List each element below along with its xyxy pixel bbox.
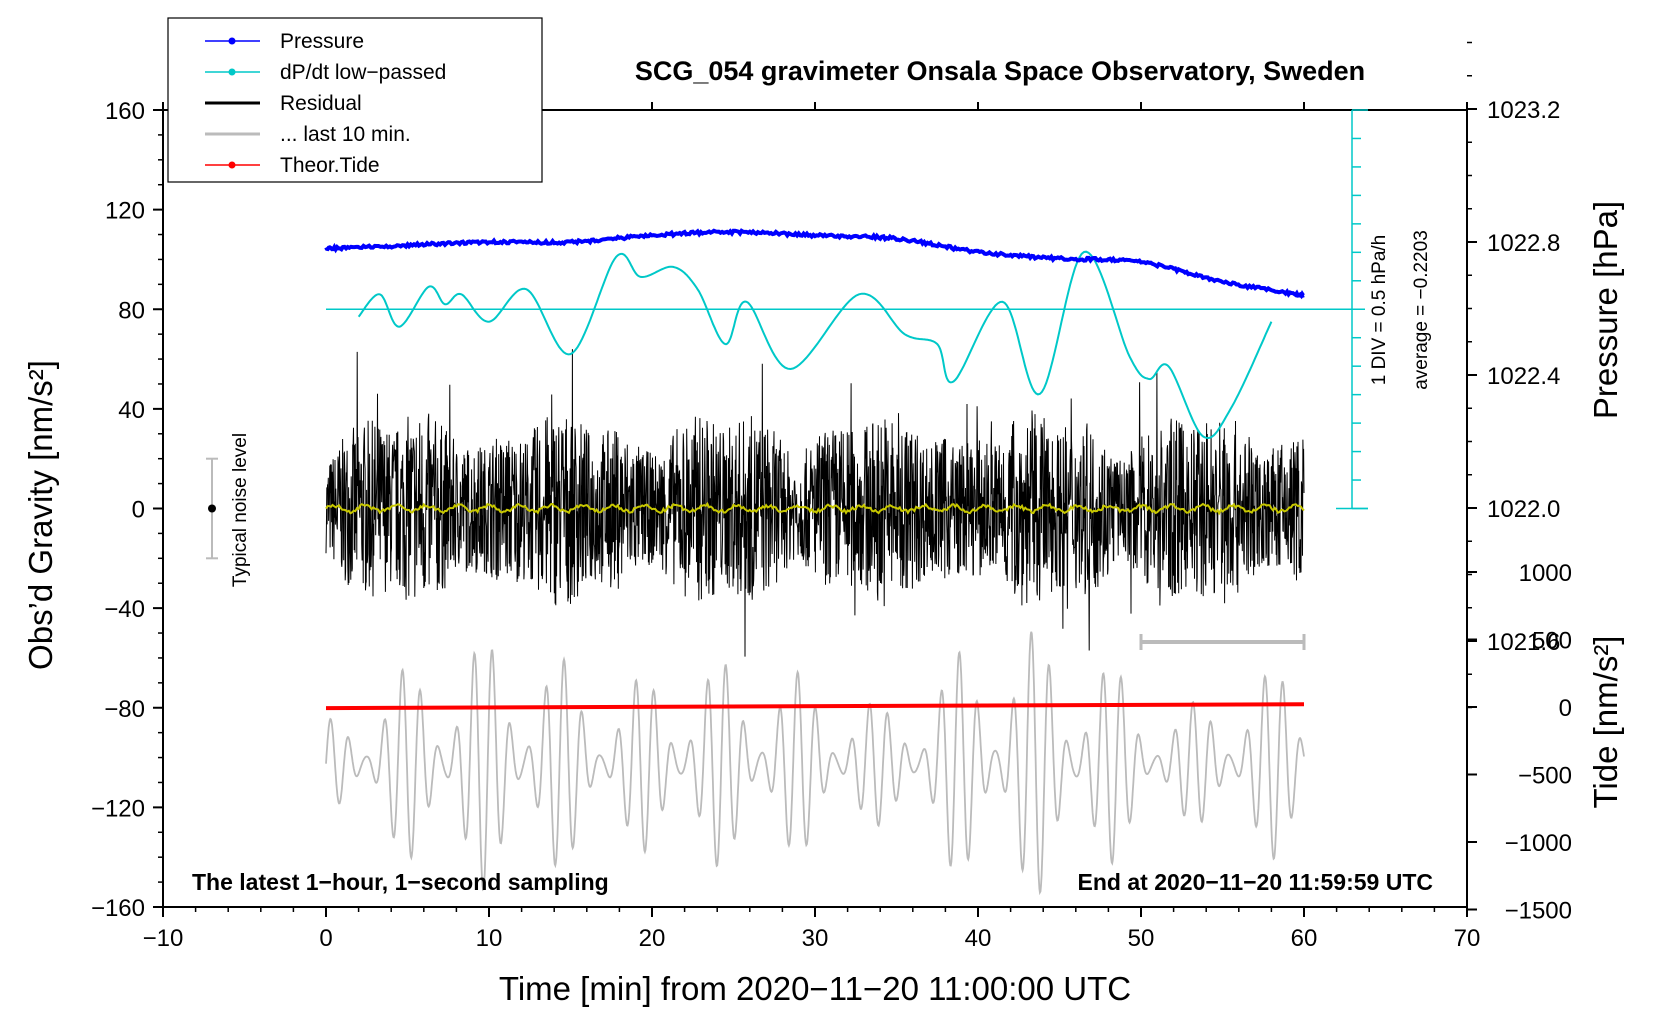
y-tick-label: −120 [91,795,145,822]
series-last-10-min-line [325,631,1305,896]
legend-label: Pressure [280,30,364,53]
legend-box [167,17,543,183]
noise-level-label: Typical noise level [230,433,251,587]
legend-label: ... last 10 min. [280,123,411,146]
y-tick-label: 40 [118,397,145,424]
y-tick-label: −80 [104,696,145,723]
annotation-sampling: The latest 1−hour, 1−second sampling [192,869,609,895]
pressure-tick-label: 1023.2 [1487,97,1560,124]
legend-marker [228,37,236,45]
annotation-end-time: End at 2020−11−20 11:59:59 UTC [1078,869,1433,895]
pressure-tick-label: 1022.8 [1487,230,1560,257]
legend-label: Theor.Tide [280,154,380,177]
noise-level-dot [208,504,216,513]
x-axis-label: Time [min] from 2020−11−20 11:00:00 UTC [499,970,1131,1007]
tide-tick-label: 0 [1559,695,1572,722]
tide-tick-label: 1000 [1519,560,1572,587]
x-tick-label: 40 [965,925,992,952]
pressure-tick-label: 1021.6 [1487,629,1560,656]
legend-label: Residual [280,92,362,115]
y-tick-label: 80 [118,297,145,324]
tide-tick-label: −1000 [1505,830,1572,857]
tide-tick-label: −500 [1518,763,1572,790]
series-dpdt-line [357,250,1273,439]
legend-marker [228,161,236,169]
x-tick-label: 0 [319,925,332,952]
residual-mean-line [325,501,1305,516]
pressure-tick-label: 1022.4 [1487,363,1560,390]
scale-div-label: 1 DIV = 0.5 hPa/h [1369,235,1390,386]
x-tick-label: 10 [476,925,503,952]
y-tick-label: 160 [105,98,145,125]
y-tick-label: 0 [132,497,145,524]
pressure-tick-label: 1022.0 [1487,496,1560,523]
x-tick-label: −10 [143,925,184,952]
series-residual-line [325,349,1305,657]
y-tick-label: 120 [105,198,145,225]
x-tick-label: 70 [1454,925,1481,952]
x-tick-label: 50 [1128,925,1155,952]
pressure-axis-label: Pressure [hPa] [1587,201,1624,419]
y-axis-label: Obs’d Gravity [nm/s²] [22,360,59,670]
tide-axis-label: Tide [nm/s²] [1587,636,1624,809]
legend-marker [228,68,236,76]
x-tick-label: 60 [1291,925,1318,952]
y-tick-label: −160 [91,895,145,922]
series-pressure-line [324,228,1305,300]
x-tick-label: 30 [802,925,829,952]
tide-tick-label: −1500 [1505,898,1572,925]
legend-label: dP/dt low−passed [280,61,446,84]
chart-title: SCG_054 gravimeter Onsala Space Observat… [635,56,1365,86]
tide-tick-label: 500 [1532,628,1572,655]
scale-average-label: average = −0.2203 [1411,230,1432,390]
y-tick-label: −40 [104,596,145,623]
x-tick-label: 20 [639,925,666,952]
series-theor-tide-line [325,702,1305,711]
